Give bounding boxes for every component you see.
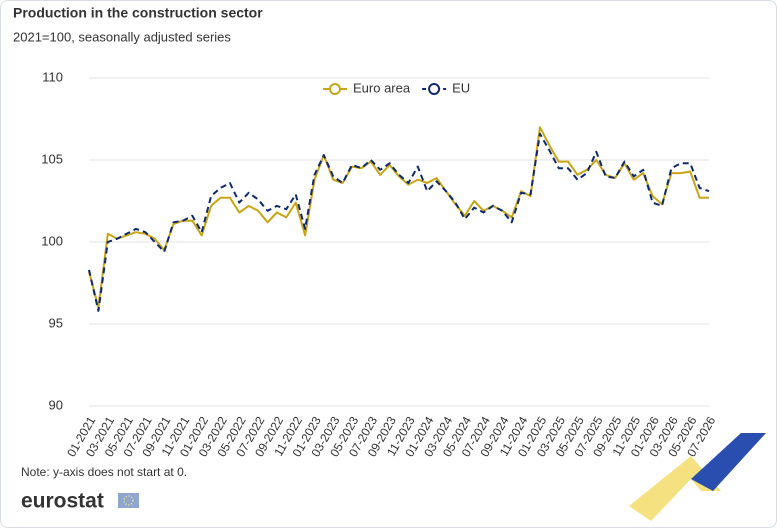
- series-line: [88, 126, 709, 309]
- legend-label: Euro area: [353, 80, 411, 95]
- y-tick-label: 105: [41, 151, 63, 166]
- y-tick-label: 90: [49, 397, 63, 412]
- legend-marker: [329, 83, 341, 95]
- y-tick-label: 100: [41, 233, 63, 248]
- chart-subtitle: 2021=100, seasonally adjusted series: [13, 29, 231, 44]
- legend-marker: [428, 83, 441, 95]
- logo-text: eurostat: [21, 490, 104, 513]
- note: Note: y-axis does not start at 0.: [21, 465, 187, 479]
- decoration: [629, 433, 766, 521]
- series-line: [88, 132, 710, 312]
- y-tick-label: 95: [49, 315, 63, 330]
- y-tick-label: 110: [42, 69, 63, 84]
- chart-title: Production in the construction sector: [13, 5, 263, 21]
- eu-flag: [118, 493, 139, 508]
- legend-label: EU: [452, 80, 470, 95]
